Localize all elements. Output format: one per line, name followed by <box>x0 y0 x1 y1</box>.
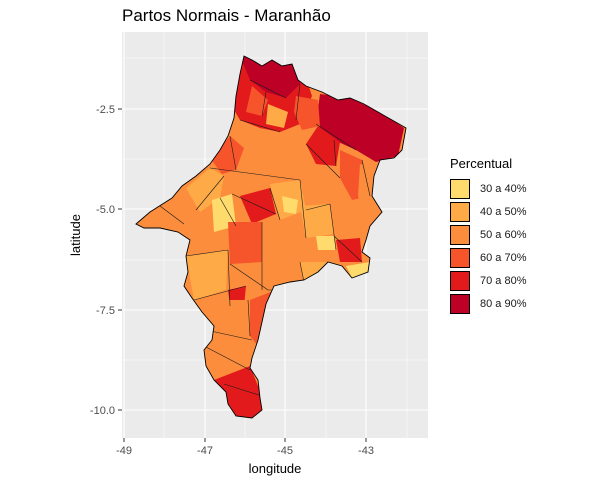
legend-item: 30 a 40% <box>450 177 526 200</box>
legend-swatch <box>450 270 470 291</box>
y-tick-label: -5.0 <box>96 204 115 216</box>
region-northeast-south <box>306 126 340 166</box>
region-south-central <box>228 222 262 264</box>
region-south <box>262 240 300 290</box>
region-coast-west <box>246 86 268 116</box>
region-west-arm <box>136 190 196 228</box>
map-title: Partos Normais - Maranhão <box>122 6 331 25</box>
region-coast-mid <box>266 104 288 128</box>
y-tick-label: -7.5 <box>96 305 115 317</box>
x-tick-label: -49 <box>116 445 132 457</box>
legend-label: 50 a 60% <box>480 228 527 241</box>
region-center-yellow-2 <box>316 236 336 250</box>
region-southwest <box>186 250 228 300</box>
y-tick-label: -10.0 <box>90 405 115 417</box>
legend-swatch <box>450 224 470 245</box>
legend-item: 50 a 60% <box>450 223 526 246</box>
x-tick-label: -45 <box>277 445 293 457</box>
region-tail-north <box>206 300 252 346</box>
legend-item: 40 a 50% <box>450 200 526 223</box>
legend-items: 30 a 40% 40 a 50% 50 a 60% 60 a 70% 70 a 80%… <box>450 177 526 315</box>
region-northwest <box>210 136 244 174</box>
x-tick-label: -47 <box>197 445 213 457</box>
region-northeast <box>316 94 404 162</box>
y-axis-title: latitude <box>68 214 83 256</box>
legend-swatch <box>450 293 470 314</box>
y-tick-label: -2.5 <box>96 104 115 116</box>
legend-title: Percentual <box>450 156 513 171</box>
legend: Percentual 30 a 40% 40 a 50% 50 a 60% 60 a … <box>450 156 526 315</box>
region-center-east <box>300 204 334 238</box>
legend-swatch <box>450 247 470 268</box>
municipal-borders <box>159 79 371 397</box>
legend-label: 40 a 50% <box>480 205 527 218</box>
axis-ticks <box>118 108 367 442</box>
legend-label: 80 a 90% <box>480 297 527 310</box>
region-north-tip <box>240 56 300 98</box>
legend-label: 30 a 40% <box>480 182 527 195</box>
legend-item: 70 a 80% <box>450 269 526 292</box>
state-outline <box>135 55 407 419</box>
legend-swatch <box>450 201 470 222</box>
region-center-yellow <box>282 196 298 214</box>
legend-label: 70 a 80% <box>480 274 527 287</box>
legend-item: 80 a 90% <box>450 292 526 315</box>
x-axis-title: longitude <box>249 461 302 476</box>
legend-item: 60 a 70% <box>450 246 526 269</box>
region-coast-east <box>294 96 320 130</box>
legend-swatch <box>450 178 470 199</box>
x-tick-label: -43 <box>358 445 374 457</box>
legend-label: 60 a 70% <box>480 251 527 264</box>
